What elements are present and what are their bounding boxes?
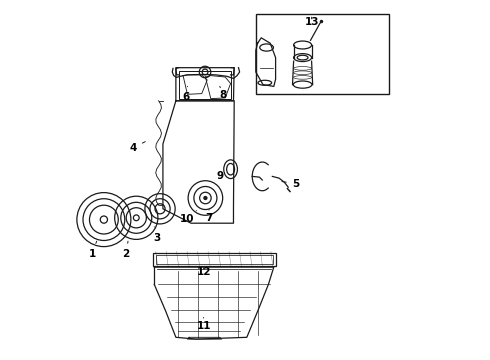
Text: 13: 13 <box>304 17 319 27</box>
Circle shape <box>203 196 208 200</box>
Bar <box>256 14 389 94</box>
Text: 10: 10 <box>180 211 196 224</box>
Text: 2: 2 <box>122 241 130 259</box>
Bar <box>153 253 275 266</box>
Text: 3: 3 <box>153 227 160 243</box>
Text: 9: 9 <box>216 171 230 181</box>
Text: 7: 7 <box>205 210 213 223</box>
Text: 1: 1 <box>88 241 97 259</box>
Text: 12: 12 <box>196 267 211 277</box>
Text: 4: 4 <box>130 141 146 153</box>
Bar <box>179 71 231 99</box>
Text: 8: 8 <box>220 86 227 100</box>
Bar <box>156 255 273 264</box>
Text: 5: 5 <box>282 179 299 189</box>
Text: 6: 6 <box>182 86 189 102</box>
Text: 11: 11 <box>196 318 211 331</box>
